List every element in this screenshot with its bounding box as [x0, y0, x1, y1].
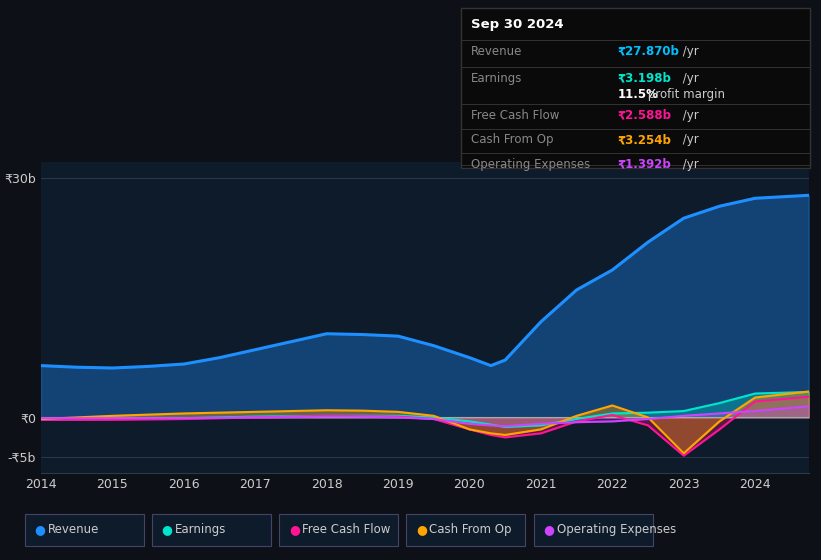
Text: Earnings: Earnings [471, 72, 523, 85]
Text: Cash From Op: Cash From Op [471, 133, 553, 146]
Text: Cash From Op: Cash From Op [429, 522, 511, 536]
Text: Revenue: Revenue [48, 522, 99, 536]
Text: ●: ● [162, 522, 172, 536]
Text: ₹3.198b: ₹3.198b [617, 72, 672, 85]
Text: Operating Expenses: Operating Expenses [557, 522, 676, 536]
Text: ₹2.588b: ₹2.588b [617, 109, 672, 122]
Text: Operating Expenses: Operating Expenses [471, 158, 590, 171]
Text: ●: ● [34, 522, 45, 536]
Text: ₹27.870b: ₹27.870b [617, 45, 679, 58]
Text: ●: ● [289, 522, 300, 536]
Text: ₹3.254b: ₹3.254b [617, 133, 672, 146]
Text: /yr: /yr [679, 109, 699, 122]
Text: Sep 30 2024: Sep 30 2024 [471, 18, 564, 31]
Text: Free Cash Flow: Free Cash Flow [302, 522, 391, 536]
Text: /yr: /yr [679, 133, 699, 146]
Text: Free Cash Flow: Free Cash Flow [471, 109, 560, 122]
Text: profit margin: profit margin [644, 88, 726, 101]
Text: 11.5%: 11.5% [617, 88, 658, 101]
Text: /yr: /yr [679, 72, 699, 85]
Text: Earnings: Earnings [175, 522, 227, 536]
Text: Revenue: Revenue [471, 45, 523, 58]
Text: /yr: /yr [679, 158, 699, 171]
Text: ●: ● [416, 522, 427, 536]
Text: ₹1.392b: ₹1.392b [617, 158, 671, 171]
Text: /yr: /yr [679, 45, 699, 58]
Text: ●: ● [544, 522, 554, 536]
